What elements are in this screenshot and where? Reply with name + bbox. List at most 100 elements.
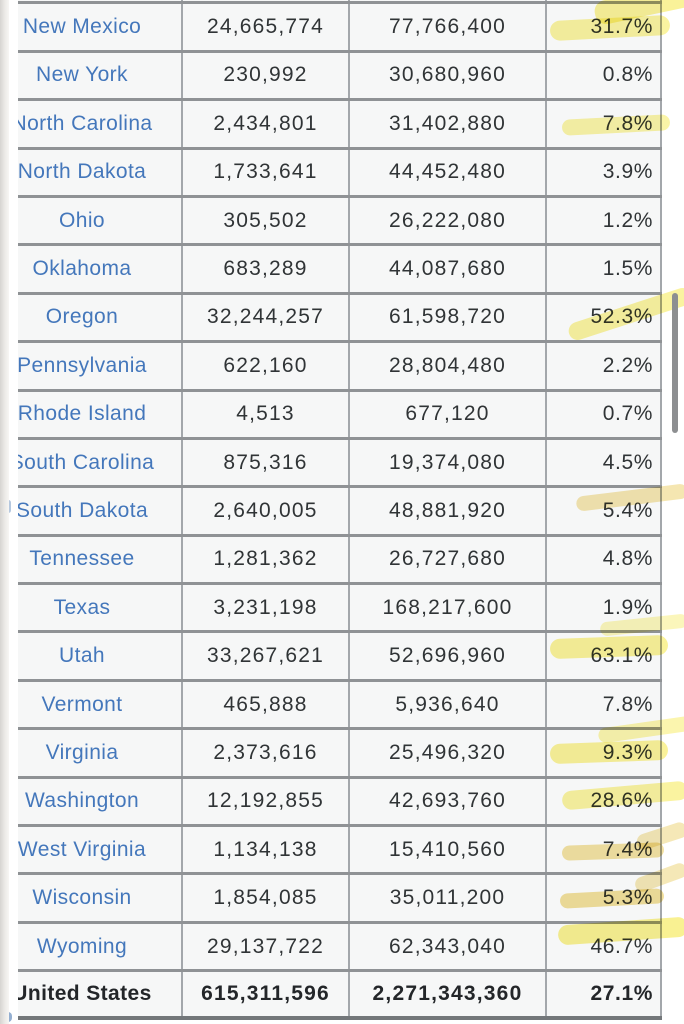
percent-cell: 2.2% — [547, 343, 662, 389]
table-viewport: New Mexico 24,665,774 77,766,400 31.7% New Y… — [18, 0, 684, 1024]
screen-edge-shade — [0, 0, 9, 1024]
table-cell — [183, 0, 350, 2]
table-cell — [18, 0, 183, 2]
state-link[interactable]: Vermont — [41, 692, 123, 716]
state-link[interactable]: Wisconsin — [32, 886, 132, 910]
table-row: New York 230,992 30,680,960 0.8% — [18, 52, 662, 102]
table-row-total: United States 615,311,596 2,271,343,360 27.… — [18, 972, 662, 1021]
percent-cell: 5.3% — [547, 875, 662, 921]
value-cell: 28,804,480 — [350, 343, 547, 389]
table-row: Wisconsin 1,854,085 35,011,200 5.3% — [18, 875, 662, 924]
value-cell: 44,452,480 — [350, 149, 547, 195]
percent-cell: 31.7% — [547, 4, 662, 50]
percent-cell: 52.3% — [547, 294, 662, 341]
value-cell: 3,231,198 — [183, 585, 350, 631]
value-cell: 31,402,880 — [350, 101, 547, 147]
state-link[interactable]: Wyoming — [36, 934, 128, 958]
state-link[interactable]: Washington — [24, 789, 140, 813]
state-link[interactable]: New York — [36, 63, 128, 87]
state-link[interactable]: Ohio — [59, 208, 105, 232]
percent-cell: 0.7% — [547, 391, 662, 437]
state-link[interactable]: Texas — [53, 595, 111, 619]
state-link[interactable]: North Dakota — [18, 160, 147, 184]
percent-cell: 7.8% — [547, 101, 662, 147]
state-cell: Wyoming — [18, 923, 183, 970]
table-row: Vermont 465,888 5,936,640 7.8% — [18, 681, 662, 731]
table-row: Utah 33,267,621 52,696,960 63.1% — [18, 633, 662, 682]
value-cell: 12,192,855 — [183, 778, 350, 825]
table-row: South Carolina 875,316 19,374,080 4.5% — [18, 439, 662, 489]
percent-cell: 9.3% — [547, 730, 662, 776]
state-cell: Rhode Island — [18, 391, 183, 437]
table-row: North Carolina 2,434,801 31,402,880 7.8% — [18, 101, 662, 150]
state-cell: Pennsylvania — [18, 343, 183, 389]
percent-cell: 4.8% — [547, 536, 662, 583]
state-link[interactable]: Tennessee — [29, 547, 135, 571]
value-cell: 1,134,138 — [183, 827, 350, 873]
table-row: West Virginia 1,134,138 15,410,560 7.4% — [18, 827, 662, 876]
state-cell: Oregon — [18, 294, 183, 341]
value-cell: 465,888 — [183, 681, 350, 728]
state-cell: Washington — [18, 778, 183, 825]
percent-cell: 1.5% — [547, 246, 662, 292]
state-link[interactable]: New Mexico — [22, 15, 142, 39]
value-cell: 2,373,616 — [183, 730, 350, 776]
state-link[interactable]: Virginia — [45, 740, 119, 764]
percent-cell: 7.8% — [547, 681, 662, 728]
state-cell: Tennessee — [18, 536, 183, 583]
table-row: Oklahoma 683,289 44,087,680 1.5% — [18, 246, 662, 295]
percent-cell: 1.2% — [547, 197, 662, 244]
state-cell: Oklahoma — [18, 246, 183, 292]
percent-cell: 46.7% — [547, 923, 662, 970]
state-cell: North Dakota — [18, 149, 183, 195]
percent-cell: 3.9% — [547, 149, 662, 195]
state-link[interactable]: Oklahoma — [32, 257, 132, 281]
state-link[interactable]: Utah — [59, 644, 105, 668]
percent-cell: 27.1% — [547, 972, 662, 1017]
table-row: Virginia 2,373,616 25,496,320 9.3% — [18, 730, 662, 779]
percent-cell: 1.9% — [547, 585, 662, 631]
state-cell: Utah — [18, 633, 183, 679]
value-cell: 48,881,920 — [350, 488, 547, 534]
state-link[interactable]: South Carolina — [18, 450, 155, 474]
table-row: Wyoming 29,137,722 62,343,040 46.7% — [18, 923, 662, 973]
value-cell: 168,217,600 — [350, 585, 547, 631]
table-row: Pennsylvania 622,160 28,804,480 2.2% — [18, 343, 662, 392]
value-cell: 33,267,621 — [183, 633, 350, 679]
value-cell: 1,854,085 — [183, 875, 350, 921]
state-cell: United States — [18, 972, 183, 1017]
value-cell: 26,222,080 — [350, 197, 547, 244]
table-row: Washington 12,192,855 42,693,760 28.6% — [18, 778, 662, 828]
value-cell: 32,244,257 — [183, 294, 350, 341]
percent-cell: 7.4% — [547, 827, 662, 873]
percent-cell: 63.1% — [547, 633, 662, 679]
state-link[interactable]: Oregon — [45, 305, 119, 329]
value-cell: 305,502 — [183, 197, 350, 244]
value-cell: 677,120 — [350, 391, 547, 437]
percent-cell: 4.5% — [547, 439, 662, 486]
value-cell: 2,640,005 — [183, 488, 350, 534]
states-table: New Mexico 24,665,774 77,766,400 31.7% New Y… — [18, 0, 662, 1021]
state-cell: Virginia — [18, 730, 183, 776]
percent-cell: 5.4% — [547, 488, 662, 534]
state-link[interactable]: North Carolina — [18, 111, 153, 135]
value-cell: 24,665,774 — [183, 4, 350, 50]
value-cell: 52,696,960 — [350, 633, 547, 679]
percent-cell: 28.6% — [547, 778, 662, 825]
state-link[interactable]: South Dakota — [18, 498, 149, 522]
state-link[interactable]: Pennsylvania — [18, 353, 147, 377]
state-link[interactable]: Rhode Island — [18, 402, 147, 426]
table-row: Rhode Island 4,513 677,120 0.7% — [18, 391, 662, 440]
total-label: United States — [18, 982, 152, 1006]
value-cell: 29,137,722 — [183, 923, 350, 970]
value-cell: 5,936,640 — [350, 681, 547, 728]
value-cell: 19,374,080 — [350, 439, 547, 486]
state-cell: Texas — [18, 585, 183, 631]
scrollbar-thumb[interactable] — [672, 293, 678, 433]
state-link[interactable]: West Virginia — [18, 837, 147, 861]
value-cell: 15,410,560 — [350, 827, 547, 873]
table-row: New Mexico 24,665,774 77,766,400 31.7% — [18, 4, 662, 53]
state-cell: Wisconsin — [18, 875, 183, 921]
value-cell: 230,992 — [183, 52, 350, 99]
value-cell: 61,598,720 — [350, 294, 547, 341]
